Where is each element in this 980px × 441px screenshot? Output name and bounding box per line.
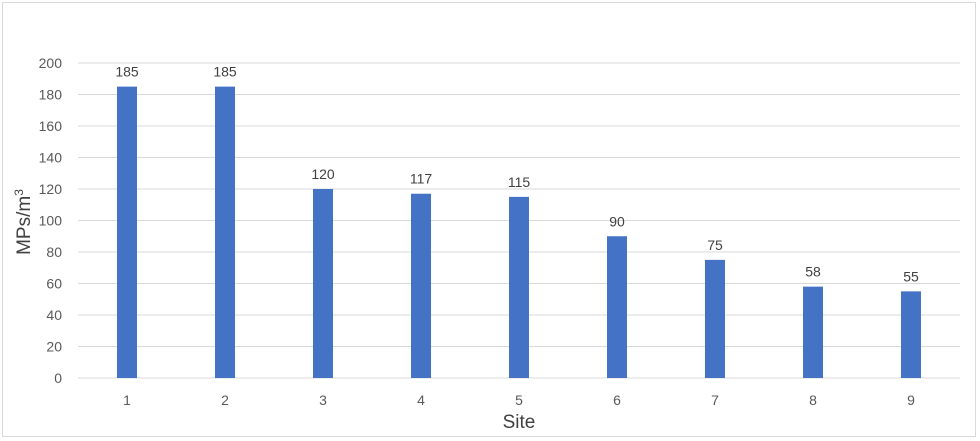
- data-label: 117: [410, 171, 433, 187]
- y-axis-title-superscript: 3: [12, 189, 26, 196]
- y-axis-title: MPs/m3: [12, 189, 35, 255]
- y-tick-label: 180: [39, 87, 63, 103]
- x-tick-label: 8: [809, 392, 817, 408]
- data-label: 115: [508, 174, 531, 190]
- x-axis-title: Site: [503, 412, 536, 433]
- y-tick-label: 40: [46, 307, 62, 323]
- x-tick-label: 2: [221, 392, 229, 408]
- bar-site-5: [509, 196, 529, 378]
- x-tick-labels: 1 2 3 4 5 6 7 8 9: [123, 392, 915, 408]
- bar-site-9: [901, 291, 921, 378]
- bar-site-3: [313, 189, 333, 378]
- bar-site-7: [705, 259, 725, 378]
- y-tick-labels: 0 20 40 60 80 100 120 140 160 180 200: [39, 55, 63, 386]
- x-tick-label: 1: [123, 392, 131, 408]
- y-tick-label: 0: [54, 370, 62, 386]
- x-tick-label: 4: [417, 392, 425, 408]
- x-tick-label: 5: [515, 392, 523, 408]
- y-tick-label: 80: [46, 244, 62, 260]
- bar-site-2: [215, 86, 235, 378]
- x-tick-label: 7: [711, 392, 719, 408]
- y-tick-label: 100: [39, 213, 63, 229]
- data-label: 185: [115, 64, 139, 80]
- x-tick-label: 9: [907, 392, 915, 408]
- data-label: 185: [213, 64, 237, 80]
- y-tick-label: 60: [46, 276, 62, 292]
- bar-site-1: [117, 86, 137, 378]
- y-tick-label: 160: [39, 118, 63, 134]
- y-tick-label: 140: [39, 150, 63, 166]
- bar-site-4: [411, 193, 431, 378]
- data-label: 55: [903, 268, 919, 284]
- bar-site-8: [803, 286, 823, 378]
- y-axis-title-main: MPs/m: [14, 196, 35, 255]
- data-label: 58: [805, 264, 821, 280]
- y-tick-label: 20: [46, 339, 62, 355]
- x-tick-label: 6: [613, 392, 621, 408]
- x-tick-label: 3: [319, 392, 327, 408]
- bar-site-6: [607, 236, 627, 378]
- data-label: 75: [707, 237, 723, 253]
- bars: [117, 86, 921, 378]
- data-labels: 185 185 120 117 115 90 75 58 55: [115, 64, 919, 285]
- data-label: 90: [609, 213, 625, 229]
- data-label: 120: [311, 166, 335, 182]
- y-tick-label: 120: [39, 181, 63, 197]
- y-tick-label: 200: [39, 55, 63, 71]
